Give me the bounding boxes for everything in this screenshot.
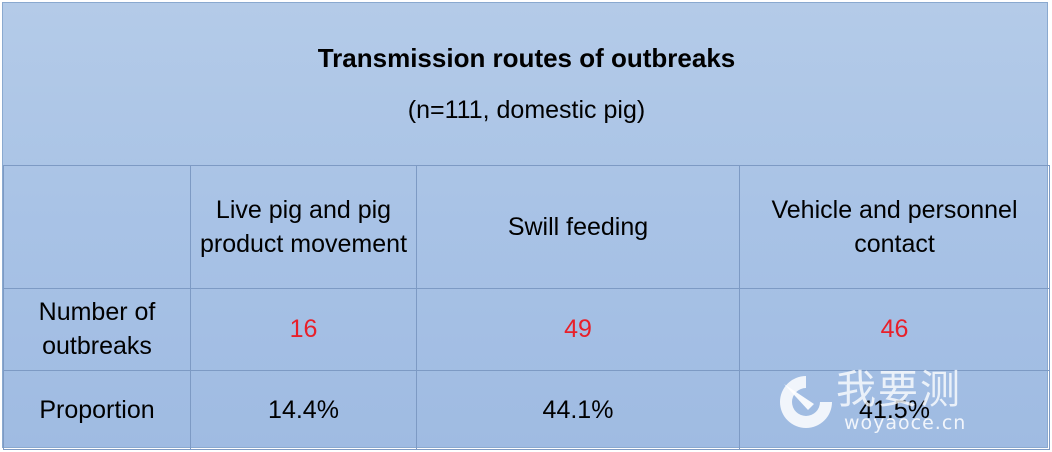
row-label-number-of-outbreaks: Number of outbreaks: [3, 287, 191, 371]
header-cell-empty: [3, 164, 191, 289]
cell-count-vehicle-personnel: 46: [739, 287, 1050, 371]
cell-count-swill-feeding: 49: [416, 287, 740, 371]
header-cell-swill-feeding: Swill feeding: [416, 164, 740, 289]
header-cell-live-pig: Live pig and pig product movement: [190, 164, 417, 289]
table-subtitle: (n=111, domestic pig): [407, 95, 646, 124]
header-cell-vehicle-personnel: Vehicle and personnel contact: [739, 164, 1050, 289]
row-label-proportion: Proportion: [3, 369, 191, 450]
header-row: Live pig and pig product movement Swill …: [3, 164, 1050, 289]
cell-proportion-vehicle-personnel: 41.5%: [739, 369, 1050, 450]
cell-count-live-pig: 16: [190, 287, 417, 371]
cell-proportion-live-pig: 14.4%: [190, 369, 417, 450]
table-row: Number of outbreaks 16 49 46: [3, 287, 1050, 371]
table-row: Proportion 14.4% 44.1% 41.5%: [3, 369, 1050, 450]
table-title: Transmission routes of outbreaks: [317, 42, 736, 73]
cell-proportion-swill-feeding: 44.1%: [416, 369, 740, 450]
outbreak-routes-table: Transmission routes of outbreaks (n=111,…: [3, 3, 1050, 450]
table-title-cell: Transmission routes of outbreaks (n=111,…: [3, 3, 1050, 166]
